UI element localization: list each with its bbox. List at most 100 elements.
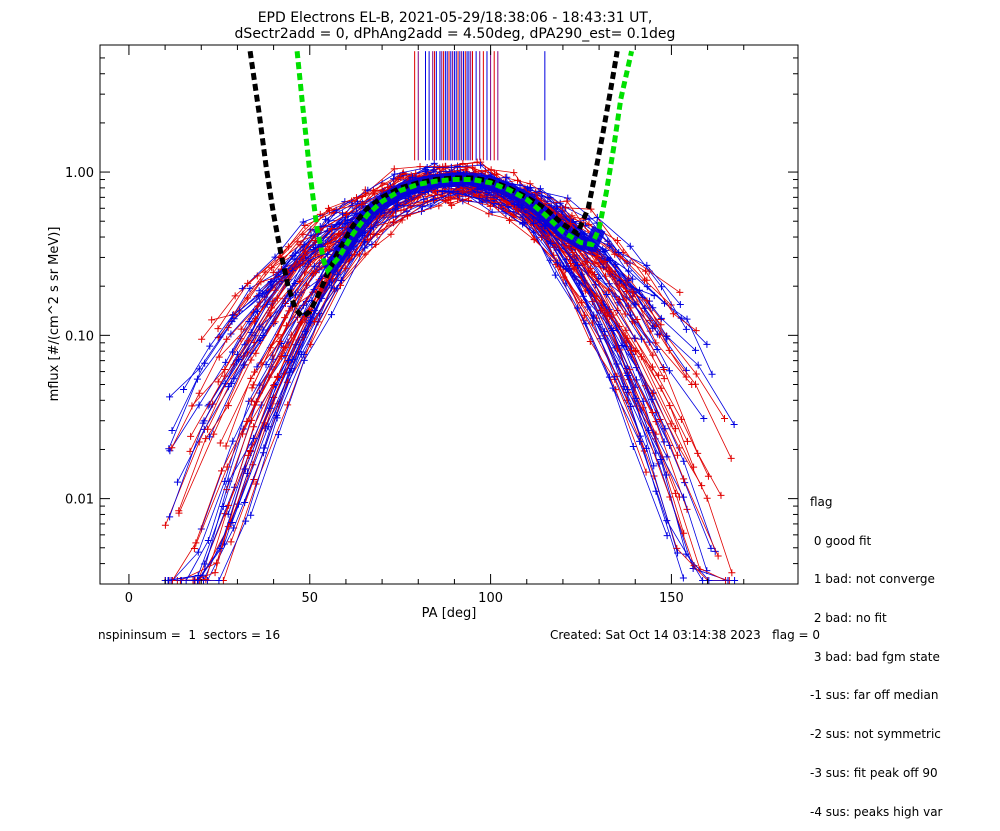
data-point-marker [429,195,437,203]
data-point-marker [575,279,583,287]
data-point-marker [645,426,653,434]
data-point-marker [544,194,552,202]
data-point-marker [250,423,258,431]
data-point-marker [654,330,662,338]
data-point-marker [631,348,639,356]
data-point-marker [253,363,261,371]
data-point-marker [530,220,538,228]
data-point-marker [195,365,203,373]
data-point-marker [274,431,282,439]
data-point-marker [228,317,236,325]
data-point-marker [204,425,212,433]
y-tick-label: 0.01 [65,493,94,508]
data-point-marker [642,468,650,476]
data-point-marker [255,292,263,300]
data-point-marker [311,269,319,277]
data-point-marker [195,389,203,397]
data-point-marker [389,218,397,226]
x-tick-label: 100 [478,591,503,606]
data-point-marker [227,330,235,338]
legend-item: 3 bad: bad fgm state [810,649,940,664]
data-point-marker [665,346,673,354]
data-point-marker [228,348,236,356]
data-point-marker [705,577,713,585]
data-point-marker [165,445,173,453]
data-point-marker [328,225,336,233]
data-point-marker [254,302,262,310]
legend-item: -3 sus: fit peak off 90 [810,765,938,780]
fit-curve-green [294,50,635,276]
footer-spin-info: nspininsum = 1 sectors = 16 [98,628,281,642]
data-point-marker [563,197,571,205]
x-tick-label: 50 [301,591,318,606]
data-point-marker [648,409,656,417]
data-point-marker [430,166,438,174]
data-point-marker [707,544,715,552]
legend-item: 2 bad: no fit [810,610,887,625]
data-point-marker [241,498,249,506]
data-point-marker [244,279,252,287]
data-point-marker [717,491,725,499]
data-point-marker [173,478,181,486]
y-axis-label: mflux [#/(cm^2 s sr MeV)] [47,227,62,402]
data-point-marker [403,207,411,215]
data-point-marker [454,190,462,198]
data-point-marker [605,287,613,295]
data-point-marker [393,201,401,209]
data-point-marker [348,197,356,205]
data-point-marker [642,444,650,452]
data-point-marker [195,401,203,409]
data-point-marker [222,442,230,450]
data-point-marker [642,267,650,275]
data-trace [217,169,697,331]
data-point-marker [242,517,250,525]
data-point-marker [219,502,227,510]
data-point-marker [324,250,332,258]
data-point-marker [445,188,453,196]
chart-canvas: EPD Electrons EL-B, 2021-05-29/18:38:06 … [47,10,799,621]
data-point-marker [660,366,668,374]
data-point-marker [243,469,251,477]
data-point-marker [225,501,233,509]
data-point-marker [448,201,456,209]
data-point-marker [629,442,637,450]
data-point-marker [222,358,230,366]
data-point-marker [650,292,658,300]
data-point-marker [301,222,309,230]
data-point-marker [730,421,738,429]
data-point-marker [585,220,593,228]
data-point-marker [187,432,195,440]
data-point-marker [274,372,282,380]
data-point-marker [316,210,324,218]
data-point-marker [341,264,349,272]
data-point-marker [166,393,174,401]
data-point-marker [547,240,555,248]
data-point-marker [490,200,498,208]
x-axis-label: PA [deg] [422,606,477,621]
data-point-marker [371,190,379,198]
data-point-marker [648,395,656,403]
data-point-marker [588,269,596,277]
data-point-marker [652,339,660,347]
data-point-marker [391,170,399,178]
data-point-marker [698,482,706,490]
data-point-marker [338,276,346,284]
data-point-marker [269,269,277,277]
data-point-marker [227,538,235,546]
data-point-marker [674,451,682,459]
data-point-marker [237,325,245,333]
data-point-marker [210,430,218,438]
data-point-marker [280,344,288,352]
data-point-marker [675,444,683,452]
data-point-marker [556,199,564,207]
data-point-marker [593,253,601,261]
data-point-marker [260,444,268,452]
data-point-marker [700,415,708,423]
data-point-marker [192,539,200,547]
data-point-marker [262,361,270,369]
x-tick-label: 0 [125,591,133,606]
data-point-marker [387,230,395,238]
data-point-marker [546,256,554,264]
data-point-marker [248,384,256,392]
data-point-marker [247,374,255,382]
